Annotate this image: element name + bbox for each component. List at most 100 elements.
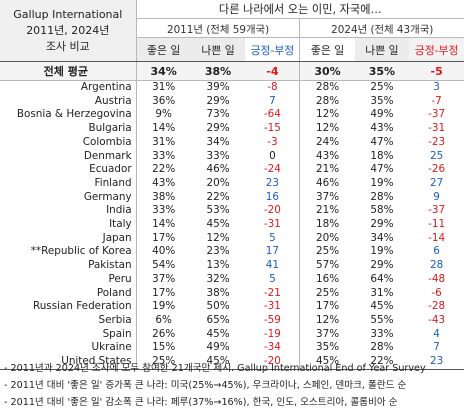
cell-net-2011: -21: [245, 286, 301, 301]
cell-good-2024: 28%: [315, 94, 340, 107]
cell-bad-2024: 49%: [370, 108, 394, 121]
cell-bad-2011: 53%: [206, 204, 230, 217]
country-name: Pakistan: [0, 259, 137, 273]
avg-good-2024: 30%: [299, 61, 355, 81]
cell-net-2024: -37: [428, 204, 446, 217]
col-good-2024: 좋은 일: [299, 37, 355, 62]
cell-bad-2024: 29%: [370, 218, 394, 231]
table-row: Finland 43% 20% 23 46% 19% 27: [0, 176, 464, 191]
cell-good-2024: 35%: [315, 341, 340, 354]
footnotes: - 2011년과 2024년 조사에 모두 참여한 21개국만 제시. Gall…: [4, 360, 460, 411]
cell-bad-2011: 32%: [206, 272, 230, 285]
cell-net-2011: -15: [245, 122, 301, 136]
cell-bad-2024: 28%: [370, 341, 394, 354]
country-name: Colombia: [0, 135, 137, 150]
cell-good-2024: 17%: [315, 300, 340, 313]
comparison-table: Gallup International 2011년, 2024년 조사 비교 …: [0, 0, 464, 370]
table-row: Germany 38% 22% 16 37% 28% 9: [0, 190, 464, 205]
cell-bad-2011: 38%: [206, 286, 230, 299]
country-name: Bulgaria: [0, 122, 137, 136]
cell-good-2011: 43%: [152, 176, 176, 189]
cell-good-2024: 57%: [315, 259, 340, 272]
country-name: India: [0, 204, 137, 219]
cell-good-2024: 16%: [315, 272, 340, 285]
cell-good-2024: 21%: [315, 204, 340, 217]
country-name: United States: [0, 355, 137, 370]
country-name: Denmark: [0, 149, 137, 164]
country-name: **Republic of Korea: [0, 245, 137, 260]
cell-net-2011: 7: [245, 94, 301, 109]
cell-net-2011: -3: [245, 135, 301, 150]
table-row: Argentina 31% 39% -8 28% 25% 3: [0, 80, 464, 95]
footnote-3: - 2011년 대비 '좋은 일' 감소폭 큰 나라: 페루(37%→16%),…: [4, 397, 398, 408]
cell-net-2024: -11: [428, 218, 446, 231]
cell-net-2011: 41: [245, 259, 301, 273]
cell-good-2011: 40%: [152, 245, 176, 258]
cell-net-2024: -26: [428, 163, 446, 176]
country-name: Finland: [0, 176, 137, 191]
cell-bad-2024: 47%: [370, 163, 394, 176]
period-2011-header: 2011년 (전체 59개국): [136, 18, 301, 38]
cell-bad-2011: 29%: [206, 94, 230, 107]
country-name: Russian Federation: [0, 300, 137, 314]
country-name: Ecuador: [0, 163, 137, 177]
cell-net-2024: -37: [428, 108, 446, 121]
cell-good-2011: 14%: [152, 218, 176, 231]
cell-bad-2024: 33%: [370, 327, 394, 340]
table-row: Serbia 6% 65% -59 12% 55% -43: [0, 313, 464, 328]
cell-bad-2011: 46%: [206, 163, 230, 176]
country-name: Austria: [0, 94, 137, 109]
cell-good-2024: 25%: [315, 286, 340, 299]
table-row: Denmark 33% 33% 0 43% 18% 25: [0, 149, 464, 164]
question-header: 다른 나라에서 오는 이민, 자국에…: [136, 0, 464, 19]
cell-net-2024: -14: [428, 231, 446, 244]
cell-net-2011: 16: [245, 190, 301, 205]
cell-bad-2011: 12%: [206, 231, 230, 244]
cell-good-2011: 33%: [152, 149, 176, 162]
cell-net-2011: -34: [245, 341, 301, 356]
table-row: Austria 36% 29% 7 28% 35% -7: [0, 94, 464, 109]
cell-net-2011: -24: [245, 163, 301, 177]
country-name: Germany: [0, 190, 137, 205]
cell-good-2011: 31%: [152, 81, 176, 93]
cell-good-2024: 12%: [315, 313, 340, 326]
cell-net-2011: -64: [245, 108, 301, 123]
cell-bad-2024: 28%: [370, 190, 394, 203]
cell-good-2024: 37%: [315, 327, 340, 340]
table-row: United States 25% 45% -20 45% 22% 23: [0, 355, 464, 370]
cell-bad-2024: 58%: [370, 204, 394, 217]
cell-net-2024: -23: [428, 135, 446, 148]
country-name: Poland: [0, 286, 137, 301]
cell-net-2011: 5: [245, 272, 301, 287]
cell-bad-2024: 34%: [370, 231, 394, 244]
col-net-2011: 긍정-부정: [245, 37, 301, 62]
cell-good-2024: 45%: [299, 355, 355, 370]
table-row: Peru 37% 32% 5 16% 64% -48: [0, 272, 464, 287]
cell-good-2011: 14%: [152, 122, 176, 135]
cell-net-2011: -20: [245, 204, 301, 219]
cell-bad-2011: 65%: [206, 313, 230, 326]
cell-bad-2024: 22%: [354, 355, 410, 370]
cell-good-2011: 38%: [152, 190, 176, 203]
cell-bad-2024: 45%: [370, 300, 394, 313]
cell-good-2024: 12%: [315, 108, 340, 121]
cell-net-2024: 28: [430, 259, 444, 272]
cell-bad-2011: 13%: [206, 259, 230, 272]
cell-bad-2024: 43%: [370, 122, 394, 135]
cell-net-2024: 4: [433, 327, 440, 340]
country-name: Serbia: [0, 313, 137, 328]
cell-good-2024: 43%: [315, 149, 340, 162]
cell-good-2024: 24%: [315, 135, 340, 148]
cell-net-2024: 6: [433, 245, 440, 258]
cell-good-2011: 17%: [152, 286, 176, 299]
cell-good-2011: 6%: [155, 313, 172, 326]
cell-net-2024: -31: [428, 122, 446, 135]
cell-bad-2011: 23%: [206, 245, 230, 258]
avg-net-2011: -4: [245, 61, 301, 81]
cell-good-2011: 9%: [155, 108, 172, 121]
cell-good-2024: 12%: [315, 122, 340, 135]
col-good-2011: 좋은 일: [136, 37, 191, 62]
cell-net-2024: -28: [428, 300, 446, 313]
cell-bad-2011: 39%: [206, 81, 230, 93]
